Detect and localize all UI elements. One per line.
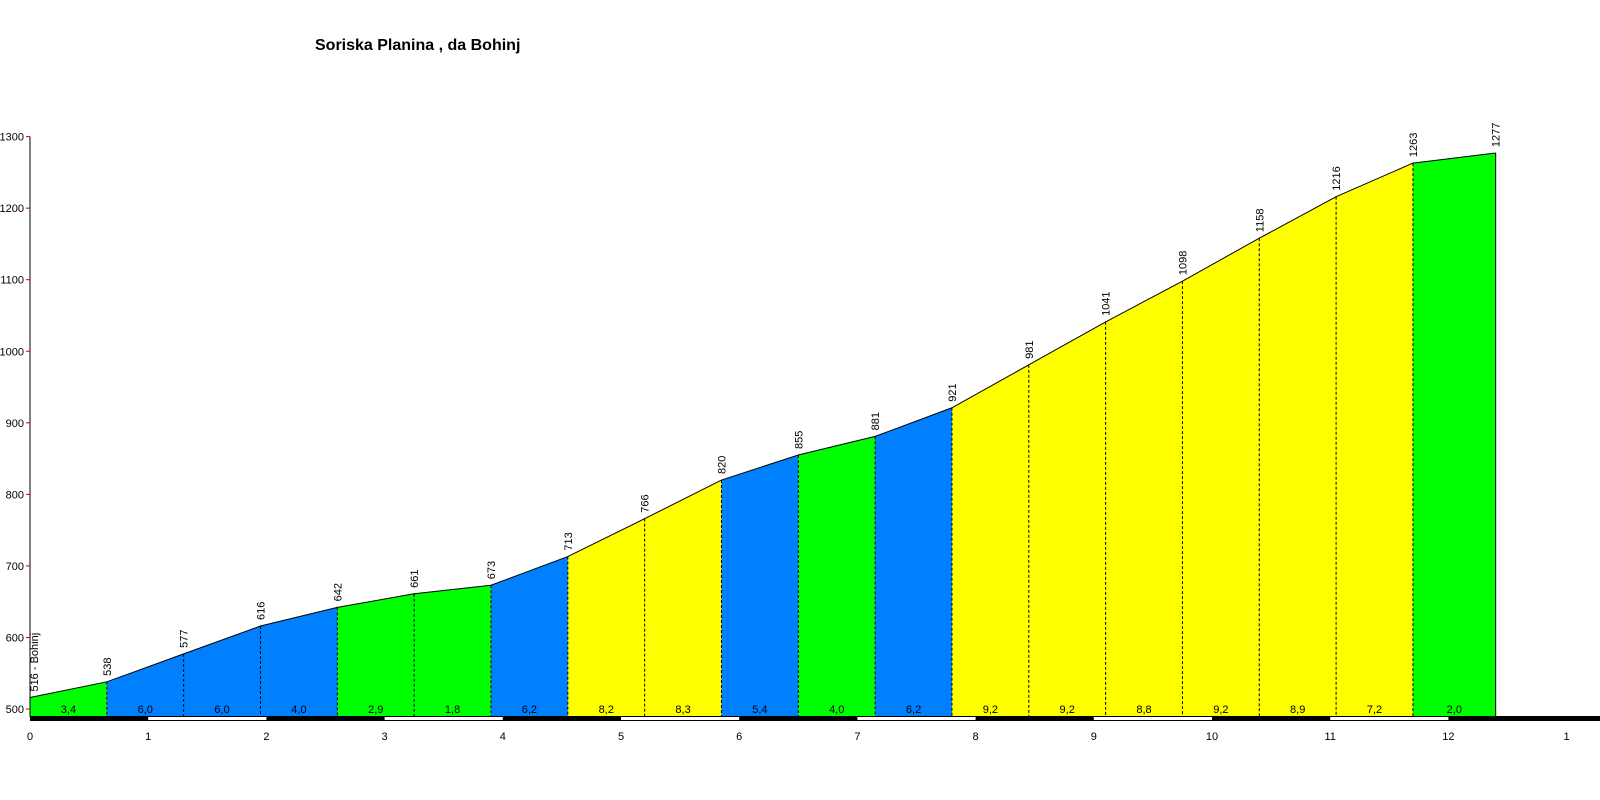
x-tick-label: 7 xyxy=(854,731,860,743)
profile-segment xyxy=(1105,281,1183,717)
distance-scale-block xyxy=(1093,717,1212,720)
gradient-label: 9,2 xyxy=(1213,704,1228,716)
profile-segment xyxy=(414,585,491,717)
elevation-label: 713 xyxy=(563,532,575,550)
elevation-label: 1098 xyxy=(1177,251,1189,275)
profile-segment xyxy=(1336,163,1413,718)
elevation-label: 1158 xyxy=(1254,209,1266,233)
x-tick-label: 12 xyxy=(1442,731,1454,743)
y-tick-label: 900 xyxy=(6,418,24,430)
profile-segment xyxy=(1259,196,1337,717)
x-tick-label: 1 xyxy=(145,731,151,743)
profile-segment xyxy=(951,364,1029,717)
gradient-label: 9,2 xyxy=(1060,704,1075,716)
y-tick-label: 700 xyxy=(6,561,24,573)
elevation-label: 1263 xyxy=(1408,133,1420,157)
y-tick-label: 1300 xyxy=(0,132,24,144)
profile-segment xyxy=(183,626,261,717)
y-tick-label: 500 xyxy=(6,704,24,716)
gradient-label: 4,0 xyxy=(829,704,844,716)
y-tick-label: 600 xyxy=(6,632,24,644)
gradient-label: 8,9 xyxy=(1290,704,1305,716)
elevation-label: 1277 xyxy=(1491,123,1503,147)
gradient-label: 9,2 xyxy=(983,704,998,716)
profile-segment xyxy=(798,436,876,717)
gradient-label: 4,0 xyxy=(291,704,306,716)
distance-scale-block xyxy=(621,717,740,720)
x-tick-label: 6 xyxy=(736,731,742,743)
profile-segment xyxy=(106,653,184,717)
elevation-label: 921 xyxy=(947,383,959,401)
elevation-label: 766 xyxy=(640,494,652,512)
gradient-label: 6,0 xyxy=(214,704,229,716)
gradient-label: 2,9 xyxy=(368,704,383,716)
profile-segment xyxy=(1182,238,1260,718)
gradient-label: 6,2 xyxy=(906,704,921,716)
x-tick-label: 2 xyxy=(263,731,269,743)
elevation-label: 855 xyxy=(793,431,805,449)
profile-segment xyxy=(567,518,645,717)
gradient-label: 8,3 xyxy=(675,704,690,716)
gradient-label: 7,2 xyxy=(1367,704,1382,716)
start-label: 516 - Bohinj xyxy=(29,633,41,692)
gradient-label: 3,4 xyxy=(61,704,76,716)
x-tick-label: 5 xyxy=(618,731,624,743)
x-tick-label: 9 xyxy=(1091,731,1097,743)
chart-title: Soriska Planina , da Bohinj xyxy=(315,37,521,54)
profile-segment xyxy=(644,480,722,717)
distance-scale-block xyxy=(148,717,267,720)
x-tick-label: 1 xyxy=(1564,731,1570,743)
distance-scale-bar xyxy=(30,716,1600,721)
profile-segment xyxy=(337,593,415,717)
profile-segment xyxy=(721,454,799,717)
profile-segment xyxy=(875,407,952,717)
profile-segment xyxy=(1028,321,1106,717)
elevation-label: 820 xyxy=(716,456,728,474)
x-tick-label: 10 xyxy=(1206,731,1218,743)
elevation-label: 1216 xyxy=(1331,166,1343,190)
profile-segment xyxy=(260,607,338,717)
elevation-label: 577 xyxy=(179,630,191,648)
gradient-label: 6,0 xyxy=(138,704,153,716)
y-tick-label: 1000 xyxy=(0,346,24,358)
elevation-label: 981 xyxy=(1024,340,1036,358)
elevation-label: 616 xyxy=(255,602,267,620)
distance-scale-block xyxy=(857,717,976,720)
elevation-label: 642 xyxy=(332,583,344,601)
elevation-label: 538 xyxy=(102,657,114,675)
profile-segment xyxy=(30,681,107,717)
x-tick-label: 3 xyxy=(382,731,388,743)
elevation-label: 673 xyxy=(486,561,498,579)
y-tick-label: 1100 xyxy=(0,275,24,287)
profile-segment xyxy=(490,556,568,717)
x-tick-label: 8 xyxy=(973,731,979,743)
gradient-label: 8,2 xyxy=(599,704,614,716)
elevation-label: 661 xyxy=(409,569,421,587)
gradient-label: 1,8 xyxy=(445,704,460,716)
y-tick-label: 800 xyxy=(6,489,24,501)
gradient-label: 5,4 xyxy=(752,704,767,716)
elevation-line xyxy=(29,152,1496,699)
x-tick-label: 0 xyxy=(27,731,33,743)
elevation-label: 881 xyxy=(870,412,882,430)
x-tick-label: 4 xyxy=(500,731,506,743)
gradient-label: 2,0 xyxy=(1447,704,1462,716)
elevation-label: 1041 xyxy=(1101,291,1113,315)
gradient-label: 8,8 xyxy=(1136,704,1151,716)
distance-scale-block xyxy=(384,717,503,720)
gradient-label: 6,2 xyxy=(522,704,537,716)
profile-segment xyxy=(1412,153,1496,717)
x-tick-label: 11 xyxy=(1324,731,1335,743)
distance-scale-block xyxy=(1330,717,1449,720)
y-tick-label: 1200 xyxy=(0,203,24,215)
